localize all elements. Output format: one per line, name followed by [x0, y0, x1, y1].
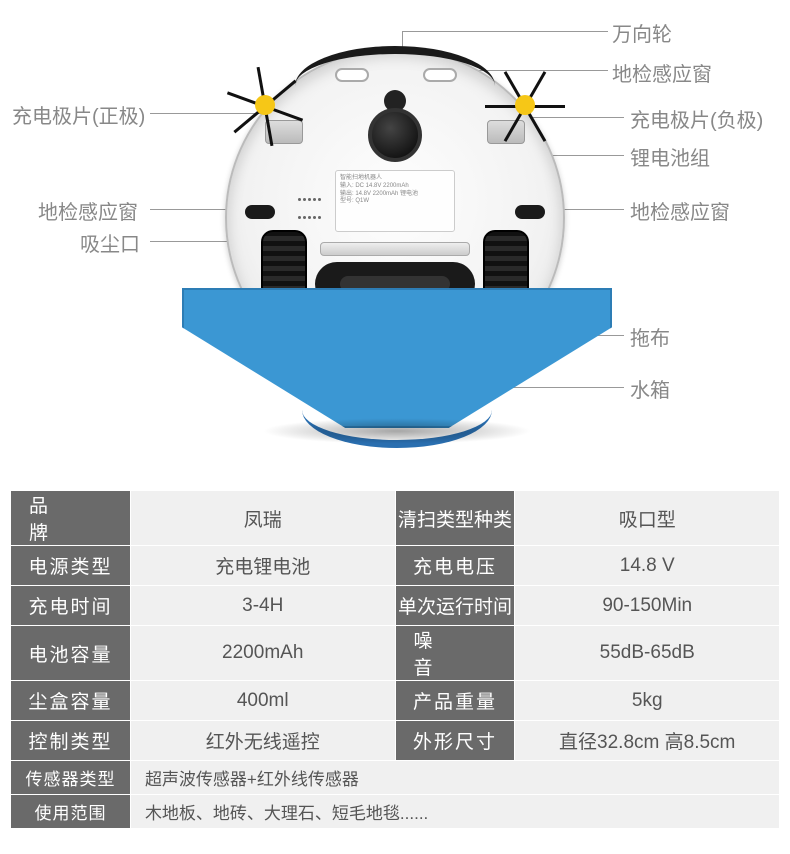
label-ground-sensor-left: 地检感应窗	[38, 196, 138, 225]
spec-value: 红外无线遥控	[130, 721, 395, 761]
spec-header: 充电时间	[11, 586, 131, 626]
spec-value: 55dB-65dB	[515, 626, 780, 681]
spec-value: 14.8 V	[515, 546, 780, 586]
spec-value: 2200mAh	[130, 626, 395, 681]
side-brush-right	[490, 70, 560, 140]
label-caster-wheel: 万向轮	[612, 18, 672, 47]
spec-value: 400ml	[130, 681, 395, 721]
spec-header: 产品重量	[395, 681, 515, 721]
spec-header: 清扫类型种类	[395, 491, 515, 546]
speaker-grille	[297, 188, 327, 202]
spec-value: 吸口型	[515, 491, 780, 546]
side-brush-left	[230, 70, 300, 140]
label-suction-port: 吸尘口	[80, 228, 140, 257]
battery-cover	[320, 242, 470, 256]
table-row: 使用范围木地板、地砖、大理石、短毛地毯......	[11, 795, 780, 829]
label-ground-sensor-top: 地检感应窗	[612, 58, 712, 87]
label-ground-sensor-right: 地检感应窗	[630, 196, 730, 225]
spec-header: 尘盒容量	[11, 681, 131, 721]
ground-sensor-left	[245, 205, 275, 219]
spec-header: 噪 音	[395, 626, 515, 681]
product-diagram: 充电极片(正极) 地检感应窗 吸尘口 万向轮 地检感应窗 充电极片(负极) 锂电…	[0, 0, 790, 472]
spec-header: 品 牌	[11, 491, 131, 546]
spec-value: 凤瑞	[130, 491, 395, 546]
spec-header: 使用范围	[11, 795, 131, 829]
table-row: 传感器类型超声波传感器+红外线传感器	[11, 761, 780, 795]
ground-sensor-right	[515, 205, 545, 219]
spec-header: 单次运行时间	[395, 586, 515, 626]
label-mop-cloth: 拖布	[630, 322, 670, 351]
sensor-slot	[423, 68, 457, 82]
sensor-slot	[335, 68, 369, 82]
table-row: 尘盒容量400ml产品重量5kg	[11, 681, 780, 721]
label-charge-pos: 充电极片(正极)	[12, 100, 145, 129]
spec-value: 直径32.8cm 高8.5cm	[515, 721, 780, 761]
spec-value: 90-150Min	[515, 586, 780, 626]
label-battery: 锂电池组	[630, 142, 710, 171]
spec-value: 充电锂电池	[130, 546, 395, 586]
shadow	[262, 418, 532, 444]
label-charge-neg: 充电极片(负极)	[630, 104, 763, 133]
spec-table: 品 牌凤瑞清扫类型种类吸口型电源类型充电锂电池充电电压14.8 V充电时间3-4…	[10, 490, 780, 829]
table-row: 电池容量2200mAh噪 音55dB-65dB	[11, 626, 780, 681]
robot-bumper	[295, 46, 495, 86]
spec-value: 超声波传感器+红外线传感器	[130, 761, 779, 795]
spec-value: 3-4H	[130, 586, 395, 626]
product-label-sticker: 智能扫地机器人输入: DC 14.8V 2200mAh输出: 14.8V 220…	[335, 170, 455, 232]
spec-header: 传感器类型	[11, 761, 131, 795]
leader-line	[402, 31, 608, 32]
spec-value: 5kg	[515, 681, 780, 721]
spec-header: 控制类型	[11, 721, 131, 761]
table-row: 电源类型充电锂电池充电电压14.8 V	[11, 546, 780, 586]
spec-value: 木地板、地砖、大理石、短毛地毯......	[130, 795, 779, 829]
label-water-tank: 水箱	[630, 374, 670, 403]
table-row: 充电时间3-4H单次运行时间90-150Min	[11, 586, 780, 626]
spec-header: 充电电压	[395, 546, 515, 586]
spec-header: 电池容量	[11, 626, 131, 681]
spec-header: 外形尺寸	[395, 721, 515, 761]
spec-header: 电源类型	[11, 546, 131, 586]
mop-assembly	[182, 288, 612, 458]
table-row: 品 牌凤瑞清扫类型种类吸口型	[11, 491, 780, 546]
center-hub	[368, 108, 422, 162]
table-row: 控制类型红外无线遥控外形尺寸直径32.8cm 高8.5cm	[11, 721, 780, 761]
